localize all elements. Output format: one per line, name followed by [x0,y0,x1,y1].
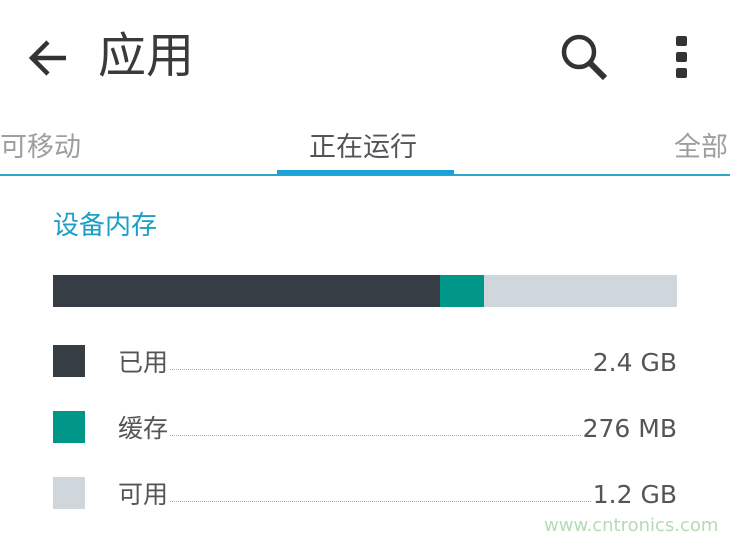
memory-bar-used [53,275,440,307]
color-swatch [53,411,85,443]
tab-removable[interactable]: 可移动 [0,132,81,163]
legend-label: 已用 [118,348,169,377]
tab-running[interactable]: 正在运行 [309,132,417,163]
legend-value: 1.2 GB [592,480,677,509]
legend-value: 276 MB [582,414,677,443]
page-title: 应用 [98,28,195,84]
tab-all[interactable]: 全部 [674,132,728,163]
tab-divider [0,174,730,176]
legend-label: 可用 [118,480,169,509]
dotted-leader [170,501,591,502]
legend-label: 缓存 [118,414,169,443]
legend-row-free: 可用 1.2 GB [53,471,677,511]
back-arrow-icon[interactable] [26,36,72,80]
legend-value: 2.4 GB [592,348,677,377]
more-vert-icon[interactable] [672,34,692,80]
color-swatch [53,345,85,377]
search-icon[interactable] [558,32,610,82]
memory-bar-free [483,275,677,307]
legend-row-used: 已用 2.4 GB [53,339,677,379]
dotted-leader [170,435,581,436]
memory-bar-cached [439,275,484,307]
memory-bar [53,275,677,307]
color-swatch [53,477,85,509]
section-title: 设备内存 [53,211,158,241]
legend-row-cached: 缓存 276 MB [53,405,677,445]
tab-indicator [277,170,454,175]
watermark: www.cntronics.com [544,515,719,536]
dotted-leader [170,369,591,370]
